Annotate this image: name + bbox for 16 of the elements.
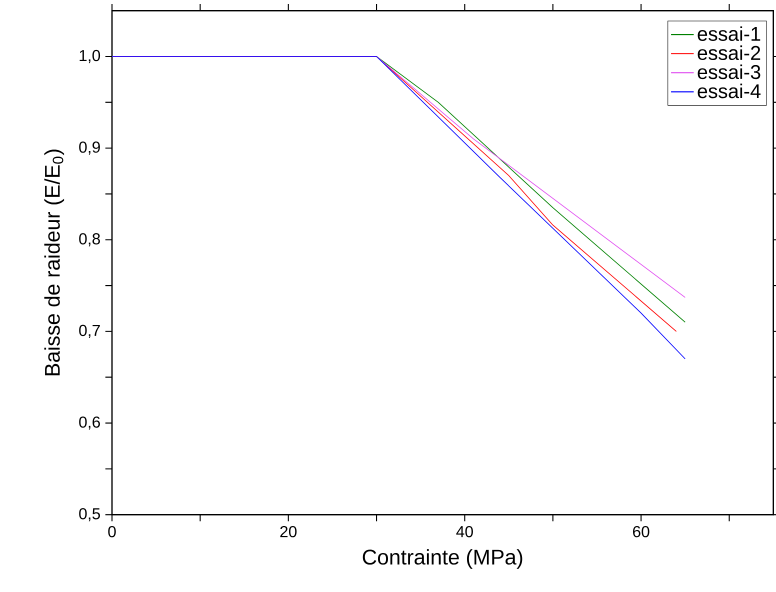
x-tick-label: 20 <box>280 526 297 538</box>
y-tick-label: 1,0 <box>80 50 100 64</box>
x-tick-label: 0 <box>108 526 116 538</box>
legend-label: essai-2 <box>698 45 760 60</box>
y-axis-title: Baisse de raideur (E/E$_{0}$) <box>44 150 64 376</box>
y-tick-label: 0,9 <box>79 142 100 155</box>
x-axis-title: Contrainte (MPa) <box>362 549 522 569</box>
legend-label: essai-1 <box>698 26 760 41</box>
y-tick-label: 0,8 <box>79 233 100 246</box>
x-tick-label: 40 <box>456 526 473 538</box>
y-tick-label: 0,6 <box>79 416 100 430</box>
y-tick-label: 0,5 <box>79 508 100 522</box>
legend-label: essai-4 <box>698 84 761 98</box>
x-tick-label: 60 <box>633 526 650 538</box>
y-tick-label: 0,7 <box>79 324 100 338</box>
legend-label: essai-3 <box>698 64 760 80</box>
